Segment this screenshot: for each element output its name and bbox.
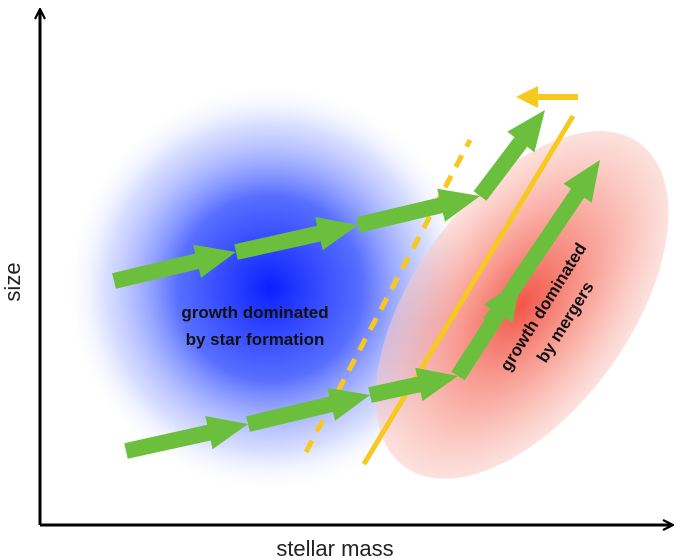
boundary-arrow-head-icon — [516, 86, 538, 108]
star-formation-label-line2: by star formation — [186, 330, 325, 349]
growth-arrow-5 — [124, 416, 248, 459]
y-axis-label: size — [0, 262, 25, 301]
x-axis-label: stellar mass — [276, 536, 393, 560]
star-formation-label-line1: growth dominated — [181, 303, 328, 322]
growth-arrows — [112, 110, 600, 459]
boundary-solid-line — [361, 114, 576, 466]
growth-arrow-3 — [356, 188, 480, 233]
mergers-region — [375, 131, 669, 479]
growth-arrow-9 — [483, 160, 600, 328]
growth-arrow-7 — [368, 367, 458, 403]
growth-arrow-6 — [246, 387, 370, 432]
growth-arrow-1 — [112, 244, 236, 289]
growth-arrow-2 — [234, 217, 358, 260]
growth-arrow-4 — [473, 110, 545, 201]
